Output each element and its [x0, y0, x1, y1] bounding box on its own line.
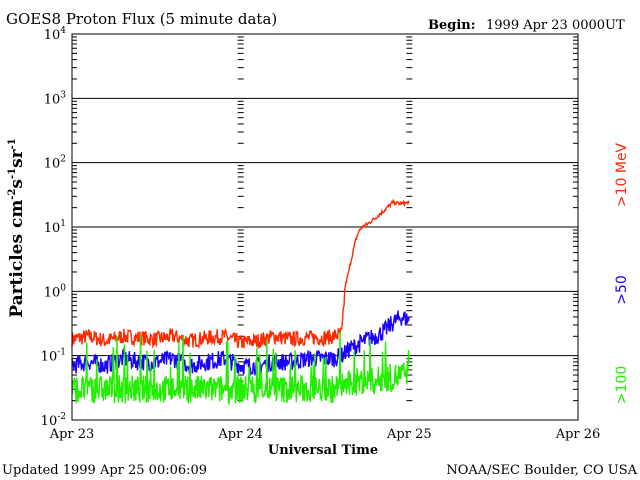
y-tick-base: 10	[41, 350, 58, 365]
svg-text:Particles cm-2s-1sr-1: Particles cm-2s-1sr-1	[7, 138, 27, 318]
y-tick-label-6: 104	[44, 26, 67, 43]
y-axis-label-sup2: -1	[7, 168, 18, 179]
y-tick-label-5: 103	[44, 90, 67, 107]
y-tick-exp: 4	[60, 26, 66, 36]
minor-ticks	[72, 36, 578, 402]
begin-label: Begin:	[428, 18, 476, 33]
y-axis-label-sup3: -1	[7, 138, 18, 149]
y-tick-exp: -2	[57, 412, 66, 422]
y-tick-base: 10	[44, 221, 61, 236]
y-axis-label-main: Particles cm	[7, 200, 27, 318]
y-tick-label-2: 100	[44, 283, 67, 300]
y-tick-exp: 0	[60, 283, 66, 293]
chart-title: GOES8 Proton Flux (5 minute data)	[6, 10, 277, 28]
x-tick-label-0: Apr 23	[49, 427, 95, 442]
y-axis-label-sup1: -2	[7, 189, 18, 200]
legend-item-2: >100	[614, 366, 630, 404]
y-tick-base: 10	[44, 92, 61, 107]
y-tick-label-0: 10-2	[41, 412, 66, 429]
y-tick-base: 10	[44, 28, 61, 43]
plot-frame	[71, 33, 579, 421]
series-line-0	[71, 198, 410, 350]
credit-text: NOAA/SEC Boulder, CO USA	[446, 463, 637, 478]
x-tick-label-1: Apr 24	[217, 427, 263, 442]
x-tick-label-2: Apr 25	[386, 427, 432, 442]
y-tick-exp: -1	[57, 348, 66, 358]
y-tick-base: 10	[44, 157, 61, 172]
y-axis-label: Particles cm-2s-1sr-1	[7, 138, 27, 318]
legend-item-1: >50	[614, 275, 630, 305]
y-tick-base: 10	[41, 414, 58, 429]
legend: >10 MeV >50 >100	[614, 142, 630, 404]
grid-lines	[72, 97, 578, 357]
x-tick-labels: Apr 23 Apr 24 Apr 25 Apr 26	[49, 427, 601, 442]
y-tick-exp: 1	[60, 219, 66, 229]
x-tick-label-3: Apr 26	[555, 427, 601, 442]
y-tick-exp: 2	[60, 155, 66, 165]
begin-value: 1999 Apr 23 0000UT	[486, 18, 625, 33]
series-layer	[71, 198, 410, 406]
y-axis-label-s: s	[7, 179, 27, 189]
y-tick-label-4: 102	[44, 155, 66, 172]
y-tick-base: 10	[44, 285, 61, 300]
y-axis-label-sr: sr	[7, 148, 27, 168]
y-tick-label-3: 101	[44, 219, 66, 236]
updated-text: Updated 1999 Apr 25 00:06:09	[2, 463, 207, 478]
x-axis-label: Universal Time	[268, 443, 378, 458]
legend-item-0: >10 MeV	[614, 142, 630, 207]
series-line-2	[71, 331, 410, 406]
y-tick-exp: 3	[60, 90, 66, 100]
y-tick-label-1: 10-1	[41, 348, 66, 365]
